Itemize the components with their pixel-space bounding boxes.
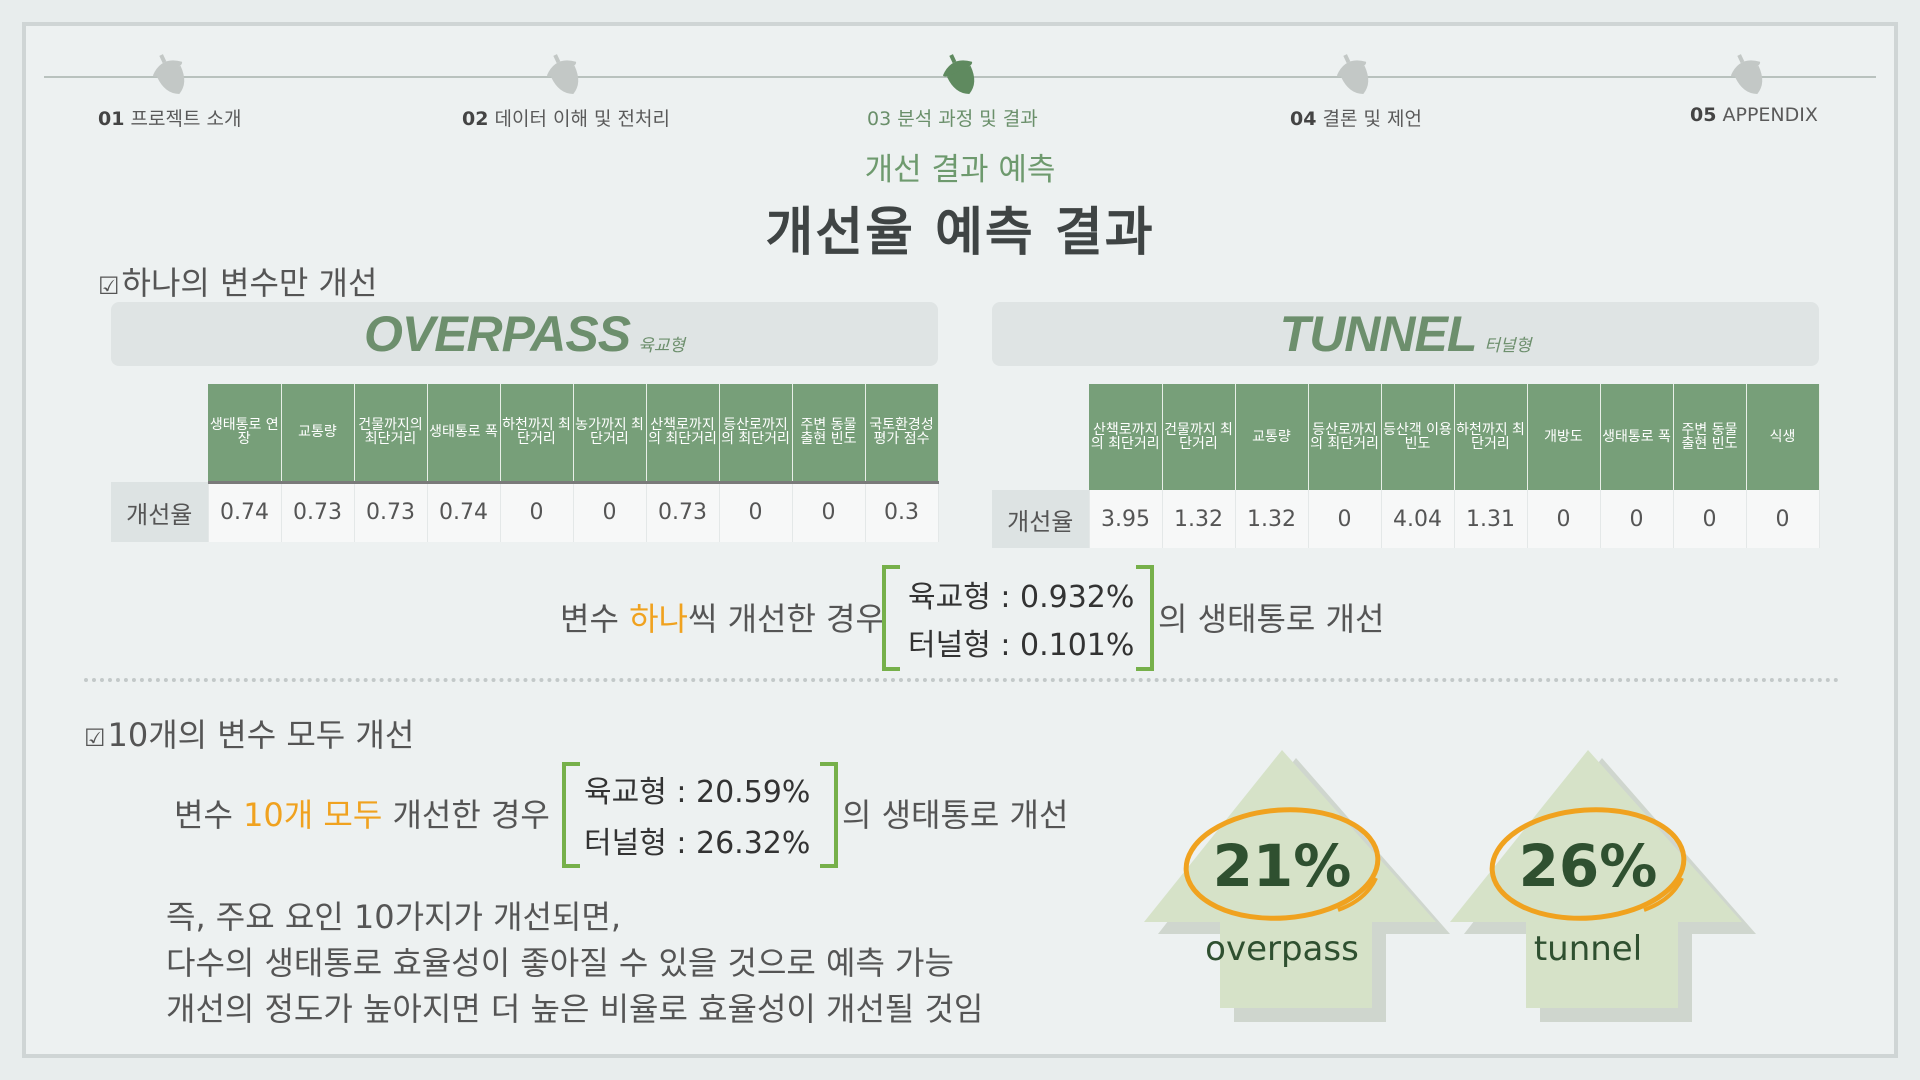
page-subtitle: 개선 결과 예측 xyxy=(864,152,1056,188)
column-header: 건물까지 최단거리 xyxy=(1162,384,1236,490)
section2-sentence-right: 의 생태통로 개선 xyxy=(842,796,1069,834)
dotted-divider xyxy=(84,678,1840,682)
overpass-title: OVERPASS xyxy=(363,306,631,362)
value-cell: 0 xyxy=(573,480,647,542)
nav-item-conclusion[interactable]: 04 결론 및 제언 xyxy=(1290,108,1422,130)
table-row: 개선율 0.74 0.73 0.73 0.74 0 0 0.73 0 0 0.3 xyxy=(111,480,939,542)
tunnel-subtitle: 터널형 xyxy=(1484,336,1532,356)
overpass-percent: 21% xyxy=(1213,832,1352,900)
section1-sentence-left: 변수 하나씩 개선한 경우 xyxy=(560,600,885,638)
section1-sentence-right: 의 생태통로 개선 xyxy=(1158,600,1385,638)
section2-label: ☑10개의 변수 모두 개선 xyxy=(84,716,415,754)
value-cell: 0.73 xyxy=(354,480,428,542)
acorn-icon[interactable] xyxy=(148,50,192,98)
checkbox-icon: ☑ xyxy=(84,724,106,752)
value-cell: 3.95 xyxy=(1089,490,1163,548)
value-cell: 4.04 xyxy=(1381,490,1455,548)
column-header: 산책로까지의 최단거리 xyxy=(646,384,720,482)
section2-tunnel-value: 터널형 : 26.32% xyxy=(584,826,811,861)
section1-overpass-value: 육교형 : 0.932% xyxy=(908,580,1135,615)
value-cell: 0.73 xyxy=(646,480,720,542)
bracket-right xyxy=(820,762,838,868)
table-row: 개선율 3.95 1.32 1.32 0 4.04 1.31 0 0 0 0 xyxy=(992,490,1820,548)
value-cell: 0 xyxy=(500,480,574,542)
acorn-icon-active[interactable] xyxy=(938,50,982,98)
value-cell: 0.74 xyxy=(208,480,282,542)
value-cell: 0 xyxy=(1527,490,1601,548)
value-cell: 1.32 xyxy=(1162,490,1236,548)
value-cell: 0 xyxy=(792,480,866,542)
checkbox-icon: ☑ xyxy=(98,272,120,300)
overpass-table: 생태통로 연장 교통량 건물까지의 최단거리 생태통로 폭 하천까지 최단거리 농가까지 … xyxy=(111,384,939,542)
bracket-right xyxy=(1136,565,1154,671)
bracket-left xyxy=(882,565,900,671)
nav-item-intro[interactable]: 01 프로젝트 소개 xyxy=(98,108,242,130)
acorn-icon[interactable] xyxy=(1332,50,1376,98)
column-header: 식생 xyxy=(1746,384,1820,490)
conclusion-line-2: 다수의 생태통로 효율성이 좋아질 수 있을 것으로 예측 가능 xyxy=(166,944,954,982)
column-header: 등산로까지의 최단거리 xyxy=(719,384,793,482)
tunnel-percent: 26% xyxy=(1519,832,1658,900)
tunnel-arrow: 26% tunnel xyxy=(1450,750,1756,1022)
column-header: 주변 동물 출현 빈도 xyxy=(792,384,866,482)
value-cell: 0 xyxy=(1746,490,1820,548)
tunnel-panel-header: TUNNEL 터널형 xyxy=(992,302,1819,366)
section2-sentence-left: 변수 10개 모두 개선한 경우 xyxy=(174,796,550,834)
overpass-arrow-label: overpass xyxy=(1205,929,1359,969)
column-header: 농가까지 최단거리 xyxy=(573,384,647,482)
overpass-subtitle: 육교형 xyxy=(638,336,686,356)
tunnel-table: 산책로까지의 최단거리 건물까지 최단거리 교통량 등산로까지의 최단거리 등산객 이용… xyxy=(992,384,1820,548)
nav-item-analysis[interactable]: 03 분석 과정 및 결과 xyxy=(867,108,1038,130)
column-header: 등산객 이용빈도 xyxy=(1381,384,1455,490)
tunnel-title: TUNNEL xyxy=(1279,306,1478,362)
column-header: 생태통로 폭 xyxy=(1600,384,1674,490)
value-cell: 0 xyxy=(719,480,793,542)
value-cell: 0.3 xyxy=(865,480,939,542)
acorn-icon[interactable] xyxy=(1726,50,1770,98)
column-header: 개방도 xyxy=(1527,384,1601,490)
value-cell: 0 xyxy=(1308,490,1382,548)
table-corner xyxy=(111,384,208,482)
value-cell: 1.32 xyxy=(1235,490,1309,548)
page-title: 개선율 예측 결과 xyxy=(765,203,1155,263)
row-label: 개선율 xyxy=(992,490,1090,548)
column-header: 교통량 xyxy=(281,384,355,482)
acorn-icon[interactable] xyxy=(542,50,586,98)
overpass-arrow: 21% overpass xyxy=(1144,750,1450,1022)
column-header: 생태통로 연장 xyxy=(208,384,282,482)
table-header-row: 생태통로 연장 교통량 건물까지의 최단거리 생태통로 폭 하천까지 최단거리 농가까지 … xyxy=(111,384,939,482)
section1-label: ☑하나의 변수만 개선 xyxy=(98,264,378,302)
value-cell: 0.74 xyxy=(427,480,501,542)
column-header: 산책로까지의 최단거리 xyxy=(1089,384,1163,490)
tunnel-arrow-label: tunnel xyxy=(1534,929,1642,969)
value-cell: 0 xyxy=(1600,490,1674,548)
nav-item-appendix[interactable]: 05 APPENDIX xyxy=(1690,104,1818,126)
column-header: 생태통로 폭 xyxy=(427,384,501,482)
column-header: 하천까지 최단거리 xyxy=(500,384,574,482)
column-header: 교통량 xyxy=(1235,384,1309,490)
conclusion-line-3: 개선의 정도가 높아지면 더 높은 비율로 효율성이 개선될 것임 xyxy=(166,990,984,1028)
value-cell: 1.31 xyxy=(1454,490,1528,548)
value-cell: 0.73 xyxy=(281,480,355,542)
table-corner xyxy=(992,384,1089,490)
section2-overpass-value: 육교형 : 20.59% xyxy=(584,775,811,810)
column-header: 등산로까지의 최단거리 xyxy=(1308,384,1382,490)
table-header-row: 산책로까지의 최단거리 건물까지 최단거리 교통량 등산로까지의 최단거리 등산객 이용… xyxy=(992,384,1820,490)
bracket-left xyxy=(562,762,580,868)
column-header: 하천까지 최단거리 xyxy=(1454,384,1528,490)
nav-item-data[interactable]: 02 데이터 이해 및 전처리 xyxy=(462,108,670,130)
column-header: 주변 동물 출현 빈도 xyxy=(1673,384,1747,490)
row-label: 개선율 xyxy=(111,482,209,542)
overpass-panel-header: OVERPASS 육교형 xyxy=(111,302,938,366)
value-cell: 0 xyxy=(1673,490,1747,548)
column-header: 건물까지의 최단거리 xyxy=(354,384,428,482)
section1-tunnel-value: 터널형 : 0.101% xyxy=(908,628,1135,663)
column-header: 국토환경성 평가 점수 xyxy=(865,384,939,482)
conclusion-line-1: 즉, 주요 요인 10가지가 개선되면, xyxy=(166,898,622,936)
